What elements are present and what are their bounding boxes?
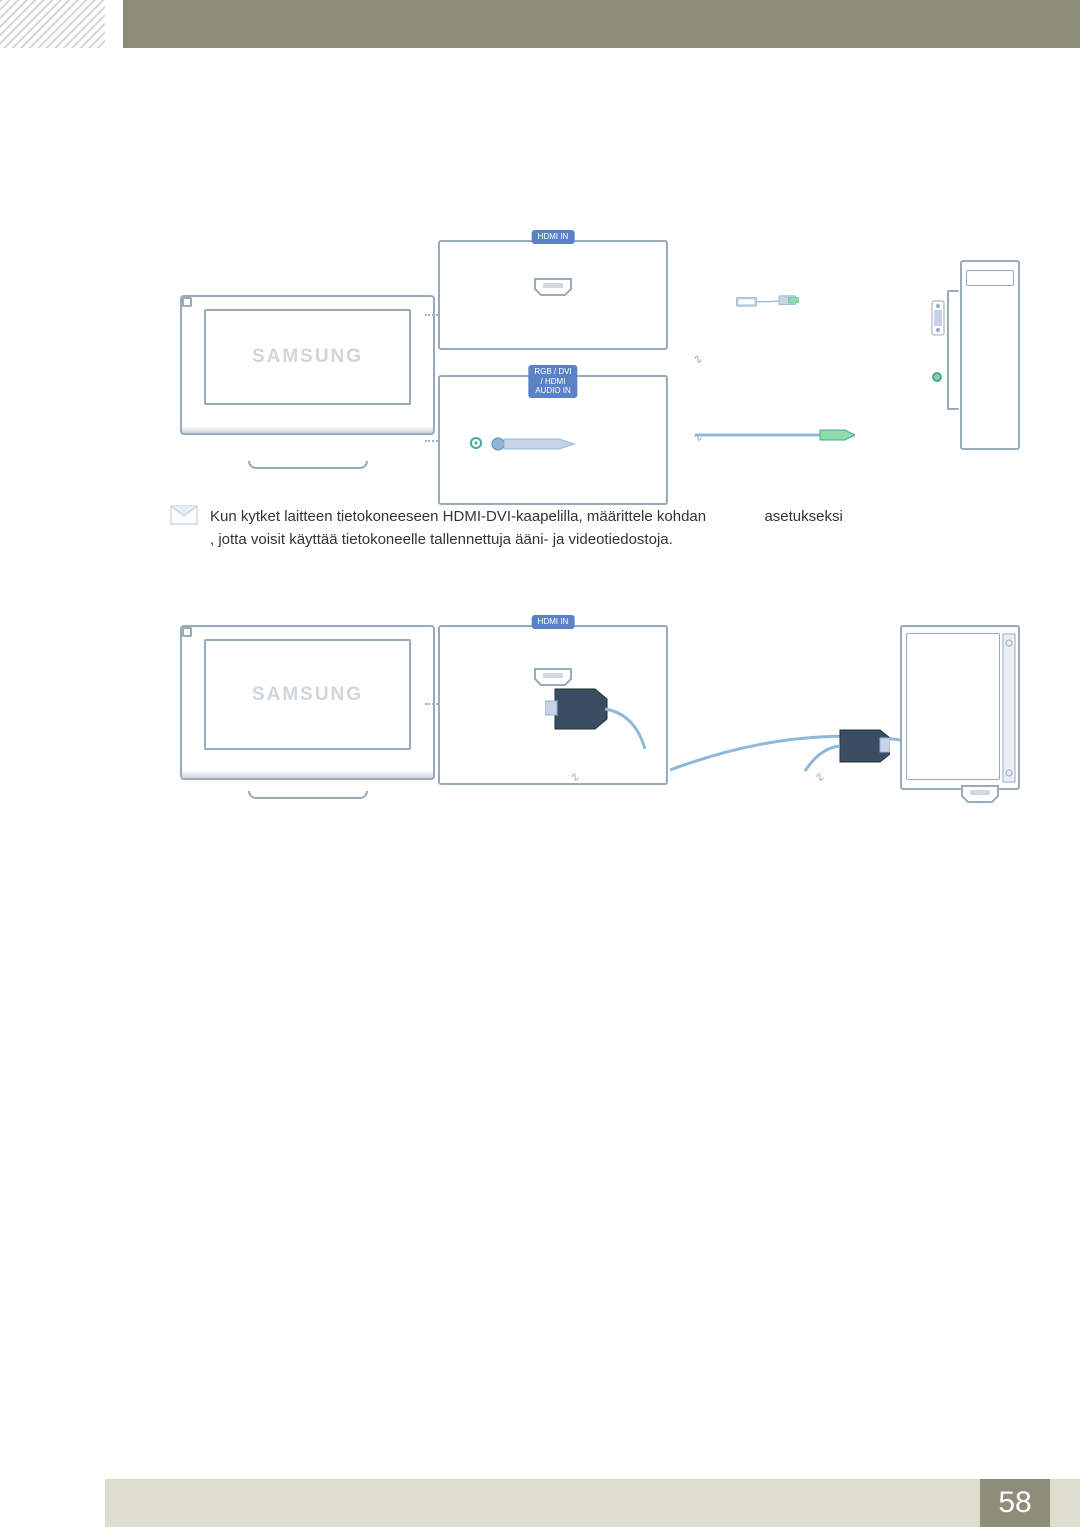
hdmi-port-icon [533, 277, 573, 302]
note-block: Kun kytket laitteen tietokoneeseen HDMI-… [170, 505, 990, 552]
monitor-back-1: SAMSUNG [180, 295, 435, 465]
audio-cable-icon [695, 428, 855, 442]
port-hdmi-in-box-2: HDMI IN [438, 625, 668, 785]
cable-break-icon: ∿ [691, 351, 704, 367]
pc-tower-2 [900, 625, 1020, 790]
diagram-hdmi-hdmi: SAMSUNG HDMI IN ∿ ∿ [170, 625, 1020, 835]
diagram-hdmi-dvi: SAMSUNG HDMI IN RGB / DVI / HDMI AUDIO I… [170, 240, 1020, 530]
cable-break-icon: ∿ [691, 429, 704, 445]
cable-break-icon: ∿ [813, 769, 826, 785]
pc-tower-1 [960, 260, 1020, 450]
port-audio-in-box: RGB / DVI / HDMI AUDIO IN [438, 375, 668, 505]
header-hatch [0, 0, 105, 48]
brand-logo: SAMSUNG [252, 684, 363, 706]
dvi-cable-icon [690, 295, 845, 315]
footer-white [0, 1479, 105, 1527]
pc-audio-port-icon [932, 372, 942, 382]
pc-hdmi-port-icon [960, 784, 1000, 809]
port-hdmi-in-box: HDMI IN [438, 240, 668, 350]
note-line1a: Kun kytket laitteen tietokoneeseen HDMI-… [210, 508, 706, 525]
header-gap [105, 0, 123, 48]
note-text: Kun kytket laitteen tietokoneeseen HDMI-… [210, 505, 843, 552]
note-icon [170, 505, 198, 525]
footer-bar [0, 1479, 1080, 1527]
hdmi-plug-icon [545, 687, 655, 757]
monitor-back-2: SAMSUNG [180, 625, 435, 795]
port-label-hdmi: HDMI IN [532, 230, 575, 244]
note-line1b: asetukseksi [764, 508, 842, 525]
brand-logo: SAMSUNG [252, 346, 363, 368]
pc-port-panel [947, 290, 959, 410]
audio-jack-icon [470, 437, 482, 449]
pc-dvi-port-icon [931, 300, 945, 341]
header-bar [0, 0, 1080, 48]
page-number: 58 [980, 1479, 1050, 1527]
port-label-hdmi: HDMI IN [532, 615, 575, 629]
audio-plug-icon [490, 432, 580, 456]
port-label-audio: RGB / DVI / HDMI AUDIO IN [528, 365, 577, 398]
note-line2: , jotta voisit käyttää tietokoneelle tal… [210, 531, 673, 548]
hdmi-plug-2-icon [800, 720, 890, 775]
